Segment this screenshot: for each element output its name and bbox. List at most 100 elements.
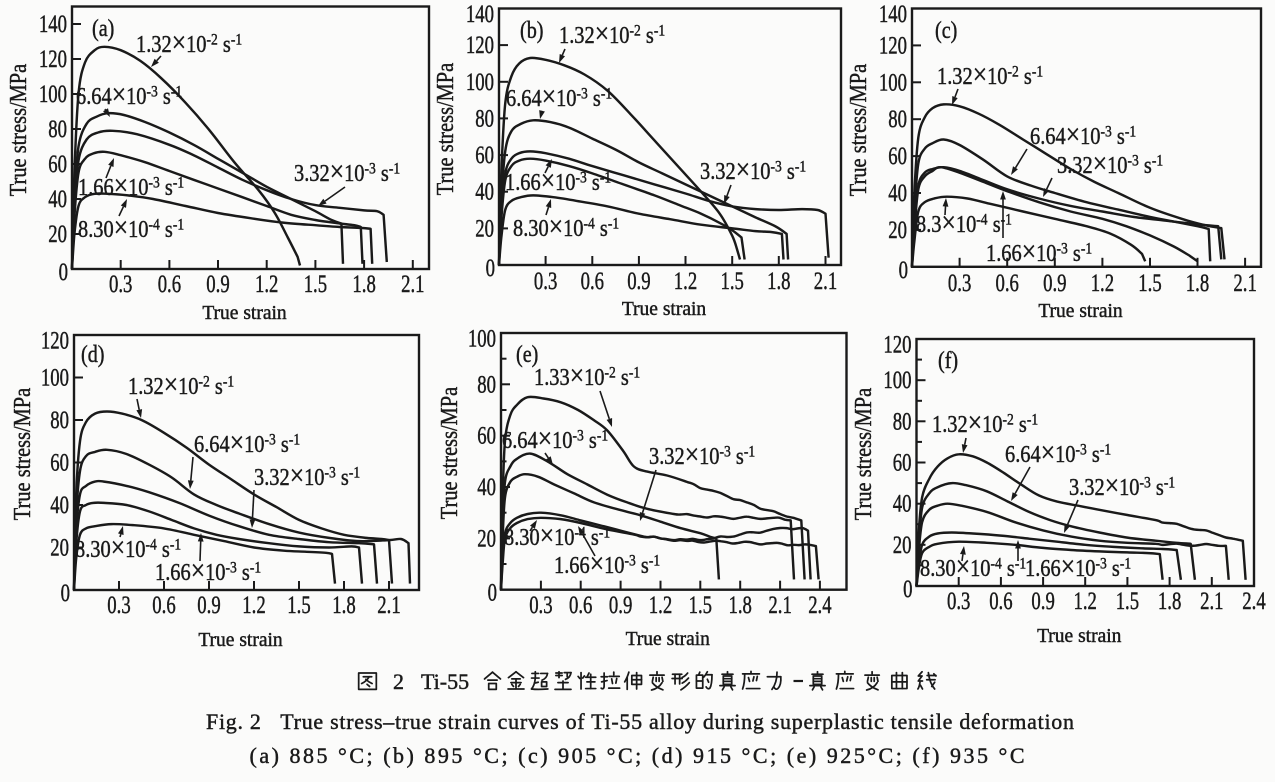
svg-text:60: 60 bbox=[50, 448, 69, 476]
svg-text:8.30×10-4 s-1: 8.30×10-4 s-1 bbox=[75, 531, 181, 564]
svg-text:0.3: 0.3 bbox=[534, 266, 557, 294]
svg-text:0.3: 0.3 bbox=[948, 268, 971, 296]
svg-text:0.3: 0.3 bbox=[107, 590, 130, 618]
svg-text:20: 20 bbox=[50, 533, 69, 561]
svg-text:2.4: 2.4 bbox=[808, 590, 831, 618]
svg-text:60: 60 bbox=[888, 141, 907, 169]
svg-text:100: 100 bbox=[466, 67, 494, 95]
svg-text:3.32×10-3 s-1: 3.32×10-3 s-1 bbox=[700, 153, 806, 186]
svg-text:0.9: 0.9 bbox=[1043, 268, 1066, 296]
svg-text:6.64×10-3 s-1: 6.64×10-3 s-1 bbox=[194, 426, 300, 459]
svg-text:100: 100 bbox=[41, 363, 69, 391]
svg-text:3.32×10-3 s-1: 3.32×10-3 s-1 bbox=[1069, 469, 1175, 502]
svg-text:1.2: 1.2 bbox=[1091, 268, 1114, 296]
svg-text:(e): (e) bbox=[516, 340, 538, 367]
svg-text:True strain: True strain bbox=[626, 629, 711, 650]
svg-text:0.3: 0.3 bbox=[947, 586, 970, 614]
svg-text:40: 40 bbox=[893, 489, 912, 517]
svg-text:2: 2 bbox=[393, 669, 404, 694]
svg-text:True stress/MPa: True stress/MPa bbox=[4, 64, 31, 196]
svg-text:3.32×10-3 s-1: 3.32×10-3 s-1 bbox=[649, 438, 755, 471]
svg-text:0: 0 bbox=[899, 255, 908, 283]
svg-text:3.32×10-3 s-1: 3.32×10-3 s-1 bbox=[294, 155, 400, 188]
svg-text:1.5: 1.5 bbox=[304, 269, 327, 297]
svg-text:40: 40 bbox=[48, 184, 67, 212]
svg-text:120: 120 bbox=[41, 326, 69, 354]
svg-text:2.1: 2.1 bbox=[1200, 586, 1223, 614]
svg-text:60: 60 bbox=[48, 149, 67, 177]
svg-text:6.64×10-3 s-1: 6.64×10-3 s-1 bbox=[502, 422, 608, 455]
svg-text:1.5: 1.5 bbox=[689, 590, 712, 618]
svg-text:140: 140 bbox=[879, 0, 907, 28]
svg-text:True strain: True strain bbox=[198, 630, 283, 651]
svg-text:True stress/MPa: True stress/MPa bbox=[435, 387, 462, 519]
svg-text:8.30×10-4 s-1: 8.30×10-4 s-1 bbox=[78, 211, 184, 244]
svg-text:1.8: 1.8 bbox=[332, 590, 355, 618]
svg-text:80: 80 bbox=[48, 114, 67, 142]
svg-text:(f): (f) bbox=[938, 346, 958, 373]
svg-text:120: 120 bbox=[39, 44, 67, 72]
svg-text:True stress/MPa: True stress/MPa bbox=[844, 64, 871, 196]
svg-text:1.8: 1.8 bbox=[1186, 268, 1209, 296]
svg-text:1.32×10-2 s-1: 1.32×10-2 s-1 bbox=[937, 58, 1043, 91]
svg-text:1.66×10-3 s-1: 1.66×10-3 s-1 bbox=[78, 169, 184, 202]
svg-text:0: 0 bbox=[59, 257, 68, 285]
svg-text:40: 40 bbox=[888, 178, 907, 206]
svg-text:Ti-55: Ti-55 bbox=[421, 669, 469, 694]
svg-text:2.1: 2.1 bbox=[401, 269, 424, 297]
svg-text:1.66×10-3 s-1: 1.66×10-3 s-1 bbox=[986, 235, 1092, 268]
svg-text:2.1: 2.1 bbox=[377, 590, 400, 618]
svg-text:True stress/MPa: True stress/MPa bbox=[8, 388, 35, 520]
svg-text:120: 120 bbox=[883, 330, 911, 358]
svg-text:True strain: True strain bbox=[622, 299, 707, 320]
svg-text:60: 60 bbox=[475, 140, 494, 168]
svg-text:100: 100 bbox=[39, 79, 67, 107]
svg-text:0.3: 0.3 bbox=[529, 590, 552, 618]
svg-text:120: 120 bbox=[879, 31, 907, 59]
svg-text:0.9: 0.9 bbox=[206, 269, 229, 297]
svg-text:1.5: 1.5 bbox=[720, 266, 743, 294]
svg-text:0: 0 bbox=[488, 578, 497, 606]
svg-text:2.1: 2.1 bbox=[814, 266, 837, 294]
svg-text:1.32×10-2 s-1: 1.32×10-2 s-1 bbox=[932, 406, 1038, 439]
svg-text:(c): (c) bbox=[935, 16, 957, 43]
svg-text:8.30×10-4 s-1: 8.30×10-4 s-1 bbox=[920, 550, 1026, 583]
svg-text:80: 80 bbox=[893, 407, 912, 435]
svg-text:140: 140 bbox=[39, 9, 67, 37]
svg-text:1.8: 1.8 bbox=[1158, 586, 1181, 614]
svg-text:0: 0 bbox=[903, 574, 912, 602]
svg-text:2.1: 2.1 bbox=[768, 590, 791, 618]
svg-text:0.9: 0.9 bbox=[197, 590, 220, 618]
svg-text:60: 60 bbox=[893, 448, 912, 476]
svg-text:20: 20 bbox=[48, 219, 67, 247]
svg-text:1.33×10-2 s-1: 1.33×10-2 s-1 bbox=[534, 359, 640, 392]
svg-text:120: 120 bbox=[466, 30, 494, 58]
svg-text:1.8: 1.8 bbox=[352, 269, 375, 297]
svg-text:0.9: 0.9 bbox=[627, 266, 650, 294]
svg-text:1.8: 1.8 bbox=[767, 266, 790, 294]
svg-text:True strain: True strain bbox=[1037, 626, 1122, 647]
svg-text:1.8: 1.8 bbox=[728, 590, 751, 618]
svg-text:1.2: 1.2 bbox=[674, 266, 697, 294]
svg-text:0.6: 0.6 bbox=[581, 266, 604, 294]
svg-text:(a): (a) bbox=[92, 14, 114, 41]
svg-text:1.5: 1.5 bbox=[287, 590, 310, 618]
svg-text:20: 20 bbox=[888, 215, 907, 243]
svg-text:0.6: 0.6 bbox=[989, 586, 1012, 614]
svg-text:0: 0 bbox=[486, 253, 495, 281]
svg-text:20: 20 bbox=[477, 524, 496, 552]
svg-text:Fig. 2 True stress–true stra: Fig. 2 True stress–true strain curves of… bbox=[206, 709, 1074, 734]
svg-text:1.32×10-2 s-1: 1.32×10-2 s-1 bbox=[136, 26, 242, 59]
svg-text:0.6: 0.6 bbox=[152, 590, 175, 618]
svg-text:8.30×10-4 s-1: 8.30×10-4 s-1 bbox=[513, 210, 619, 243]
svg-text:140: 140 bbox=[466, 0, 494, 28]
svg-text:40: 40 bbox=[50, 490, 69, 518]
svg-text:3.32×10-3 s-1: 3.32×10-3 s-1 bbox=[1057, 147, 1163, 180]
svg-text:100: 100 bbox=[879, 68, 907, 96]
svg-text:6.64×10-3 s-1: 6.64×10-3 s-1 bbox=[1005, 436, 1111, 469]
svg-text:1.66×10-3 s-1: 1.66×10-3 s-1 bbox=[1025, 550, 1131, 583]
svg-text:80: 80 bbox=[888, 105, 907, 133]
svg-text:True strain: True strain bbox=[1038, 301, 1123, 322]
svg-text:20: 20 bbox=[475, 214, 494, 242]
svg-text:40: 40 bbox=[477, 472, 496, 500]
